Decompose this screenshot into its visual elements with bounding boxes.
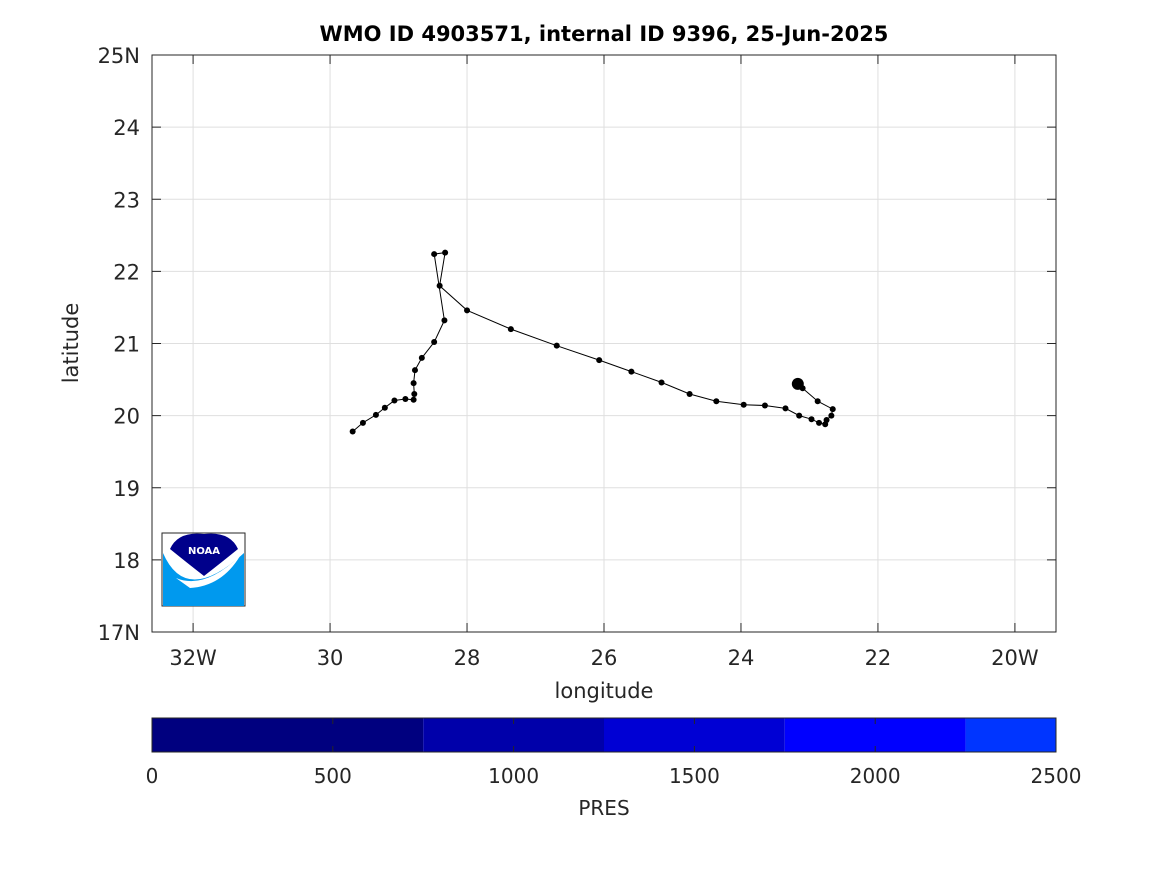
track-point	[740, 401, 747, 408]
track-last-point	[791, 377, 804, 390]
float-track	[349, 249, 836, 435]
track-point	[359, 419, 366, 426]
colorbar-tick-label: 2500	[1031, 764, 1082, 788]
track-point	[410, 396, 417, 403]
noaa-logo: NOAA	[161, 532, 246, 607]
track-point	[713, 398, 720, 405]
track-point	[391, 397, 398, 404]
x-tick-label: 32W	[169, 646, 217, 670]
logo-bird	[170, 533, 238, 576]
track-point	[686, 390, 693, 397]
y-axis-label: latitude	[59, 303, 83, 384]
colorbar-ticks: 0 500 1000 1500 2000 2500	[146, 718, 1082, 788]
y-tick-label: 18	[113, 549, 140, 573]
track-point	[441, 317, 448, 324]
colorbar-segment	[152, 718, 424, 752]
x-tick-label: 20W	[991, 646, 1039, 670]
y-tick-label: 23	[113, 188, 140, 212]
track-point	[553, 342, 560, 349]
y-tick-label: 19	[113, 477, 140, 501]
track-point	[464, 307, 471, 314]
colorbar-tick-label: 0	[146, 764, 159, 788]
colorbar-frame	[151, 717, 1057, 753]
track-point	[349, 428, 356, 435]
colorbar-segment	[965, 718, 1056, 752]
logo-gull	[176, 556, 240, 588]
track-point	[782, 405, 789, 412]
track-point	[411, 390, 418, 397]
track-point	[628, 368, 635, 375]
plot-area: 32W 30 28 26 24 22 20W 17N 18 19 20 21 22 23 24 25N	[98, 44, 1057, 670]
logo-text: NOAA	[188, 546, 220, 557]
y-tick-label: 20	[113, 405, 140, 429]
y-tick-label: 24	[113, 116, 140, 140]
axes-frame	[151, 54, 1057, 633]
x-tick-label: 22	[865, 646, 892, 670]
track-point	[828, 412, 835, 419]
track-point	[442, 249, 449, 256]
track-point	[761, 402, 768, 409]
track-point	[658, 379, 665, 386]
x-tick-label: 26	[591, 646, 618, 670]
track-point	[816, 419, 823, 426]
chart-title: WMO ID 4903571, internal ID 9396, 25-Jun…	[320, 22, 889, 46]
colorbar-tick-label: 1500	[669, 764, 720, 788]
track-point	[381, 404, 388, 411]
track-point	[823, 416, 830, 423]
y-tick-label: 22	[113, 260, 140, 284]
y-tick-label: 25N	[98, 44, 140, 68]
y-tick-label: 17N	[98, 621, 140, 645]
track-point	[814, 398, 821, 405]
track-point	[411, 367, 418, 374]
colorbar-segments	[152, 718, 1056, 752]
track-point	[402, 396, 409, 403]
colorbar-tick-label: 2000	[850, 764, 901, 788]
y-tick-label: 21	[113, 333, 140, 357]
track-point	[507, 326, 514, 333]
x-axis-label: longitude	[555, 679, 654, 703]
x-tick-label: 30	[317, 646, 344, 670]
colorbar-tick-label: 1000	[488, 764, 539, 788]
colorbar-tick-label: 500	[314, 764, 352, 788]
colorbar: 0 500 1000 1500 2000 2500 PRES	[146, 717, 1082, 820]
colorbar-label: PRES	[578, 796, 629, 820]
track-point	[808, 416, 815, 423]
track-point	[796, 412, 803, 419]
track-point	[431, 251, 438, 258]
track-point	[829, 406, 836, 413]
track-point	[431, 339, 438, 346]
x-tick-label: 28	[454, 646, 481, 670]
track-point	[410, 380, 417, 387]
track-point	[372, 411, 379, 418]
track-point	[436, 282, 443, 289]
track-point	[596, 357, 603, 364]
x-tick-label: 24	[728, 646, 755, 670]
track-point	[418, 354, 425, 361]
